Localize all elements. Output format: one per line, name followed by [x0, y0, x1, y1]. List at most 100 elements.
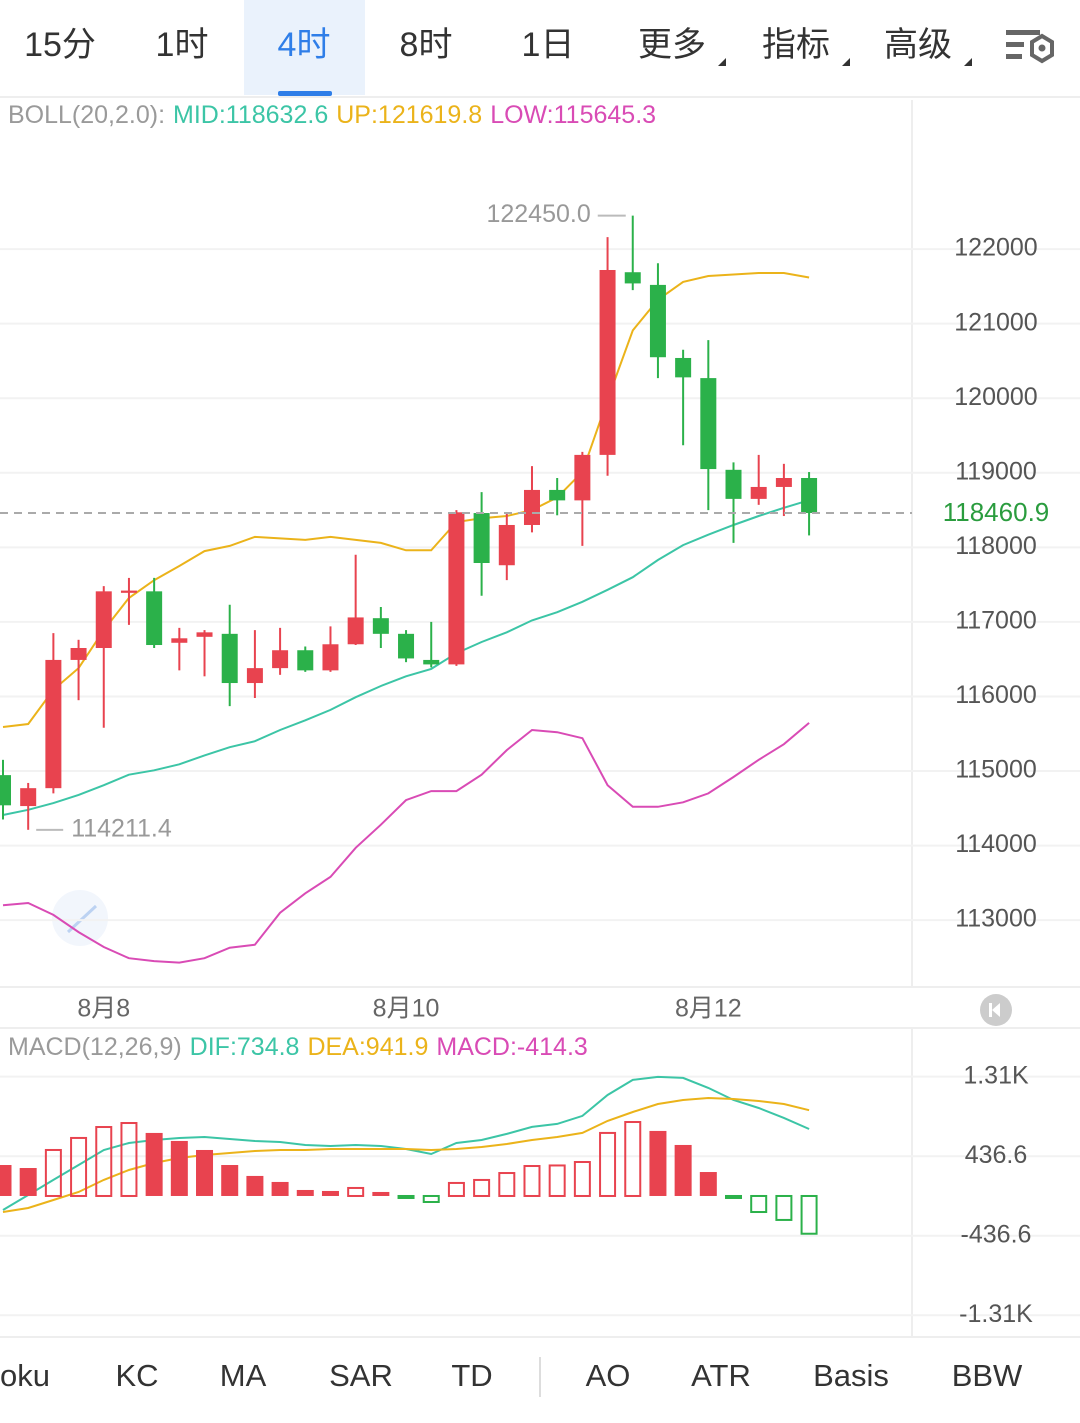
- tab[interactable]: 1时: [156, 26, 209, 64]
- candle-body: [498, 524, 515, 566]
- macd-bar: [548, 1164, 566, 1197]
- y-tick-label: 118000: [955, 532, 1037, 560]
- candle-body: [120, 590, 137, 593]
- candle-body: [0, 775, 11, 806]
- bottom-tab[interactable]: TD: [451, 1358, 492, 1393]
- legend-entry: MID:118632.6: [173, 101, 328, 129]
- macd-bar: [498, 1172, 516, 1197]
- macd-bar: [775, 1194, 793, 1221]
- macd-bar: [397, 1194, 415, 1199]
- macd-bar: [95, 1126, 113, 1197]
- y-tick-label: 436.6: [965, 1141, 1028, 1169]
- bottom-tab[interactable]: BBW: [952, 1358, 1023, 1393]
- last-price-box: [928, 497, 1064, 528]
- macd-bar: [221, 1165, 239, 1196]
- candle-body: [750, 486, 767, 499]
- bottom-tab[interactable]: SAR: [329, 1358, 393, 1393]
- boll-line: [2, 272, 810, 728]
- macd-bar: [296, 1189, 314, 1196]
- dropdown-markers: [718, 58, 972, 66]
- macd-bar: [271, 1181, 289, 1196]
- macd-bar: [196, 1149, 214, 1196]
- macd-bar: [725, 1194, 743, 1199]
- reset-icon[interactable]: [980, 994, 1012, 1026]
- candle-body: [20, 788, 37, 807]
- bottom-tab[interactable]: Basis: [813, 1358, 889, 1393]
- candle-body: [599, 269, 616, 455]
- x-tick-label: 8月12: [675, 995, 742, 1023]
- macd-bar: [699, 1172, 717, 1196]
- candle-body: [171, 638, 188, 643]
- active-tab-bg: [244, 0, 365, 95]
- macd-bar: [170, 1140, 188, 1196]
- tab[interactable]: 4时: [278, 26, 331, 64]
- macd-bar: [372, 1191, 390, 1196]
- candle-body: [624, 272, 641, 284]
- candle-body: [549, 489, 566, 501]
- macd-bar: [44, 1148, 62, 1197]
- candle-body: [801, 478, 818, 513]
- candle-body: [574, 454, 591, 501]
- macd-bar: [19, 1168, 37, 1196]
- macd-bar: [674, 1144, 692, 1196]
- macd-bar: [0, 1165, 12, 1196]
- settings-icon[interactable]: [1006, 30, 1054, 64]
- bottom-tab[interactable]: oku: [0, 1358, 50, 1393]
- macd-bar: [624, 1121, 642, 1197]
- candle-body: [700, 378, 717, 470]
- header-label: BOLL(20,2.0):: [8, 101, 165, 129]
- macd-bar: [523, 1165, 541, 1197]
- x-tick-label: 8月8: [77, 995, 130, 1023]
- tab[interactable]: 更多: [638, 26, 706, 64]
- legend-entry: DIF:734.8: [190, 1033, 300, 1061]
- candle-body: [523, 489, 540, 525]
- x-tick-label: 8月10: [373, 995, 440, 1023]
- candle-body: [297, 650, 314, 671]
- bottom-tab[interactable]: KC: [115, 1358, 158, 1393]
- candle-body: [473, 513, 490, 564]
- max-label: 122450.0: [486, 200, 590, 228]
- y-tick-label: -1.31K: [959, 1300, 1033, 1328]
- tab[interactable]: 8时: [400, 26, 453, 64]
- candle-body: [347, 617, 364, 645]
- candle-body: [775, 478, 792, 487]
- macd-bar: [750, 1194, 768, 1214]
- macd-bar: [120, 1122, 138, 1197]
- candle-body: [675, 357, 692, 378]
- candle-body: [272, 650, 289, 669]
- y-tick-label: 114000: [955, 830, 1037, 858]
- candle-body: [725, 469, 742, 499]
- bottom-tab[interactable]: AO: [586, 1358, 631, 1393]
- y-tick-label: 113000: [955, 905, 1037, 933]
- candle-body: [221, 633, 238, 684]
- boll-line: [2, 499, 810, 816]
- macd-bar: [649, 1130, 667, 1196]
- bottom-tab[interactable]: MA: [220, 1358, 267, 1393]
- tab[interactable]: 高级: [884, 26, 952, 64]
- tab[interactable]: 1日: [522, 26, 575, 64]
- macd-bar: [573, 1161, 591, 1197]
- candle-body: [246, 668, 263, 684]
- macd-bar: [422, 1194, 440, 1203]
- macd-bar: [321, 1190, 339, 1196]
- legend-entry: DEA:941.9: [307, 1033, 428, 1061]
- last-price-label: 118460.9: [943, 497, 1050, 527]
- macd-bar: [473, 1178, 491, 1197]
- legend-entry: MACD:-414.3: [436, 1033, 587, 1061]
- y-tick-label: 121000: [954, 308, 1037, 336]
- candle-body: [649, 284, 666, 358]
- candle-body: [95, 591, 112, 648]
- tab[interactable]: 指标: [762, 26, 830, 64]
- y-tick-label: 120000: [954, 383, 1037, 411]
- macd-bar: [800, 1194, 818, 1235]
- zoom-icon[interactable]: [52, 890, 108, 946]
- candle-body: [372, 618, 389, 634]
- candle-body: [70, 647, 87, 660]
- y-tick-label: -436.6: [961, 1220, 1032, 1248]
- bottom-tab[interactable]: ATR: [691, 1358, 751, 1393]
- macd-bar: [347, 1186, 365, 1197]
- tab[interactable]: 15分: [24, 26, 96, 64]
- candle-body: [146, 591, 163, 646]
- candle-body: [448, 512, 465, 665]
